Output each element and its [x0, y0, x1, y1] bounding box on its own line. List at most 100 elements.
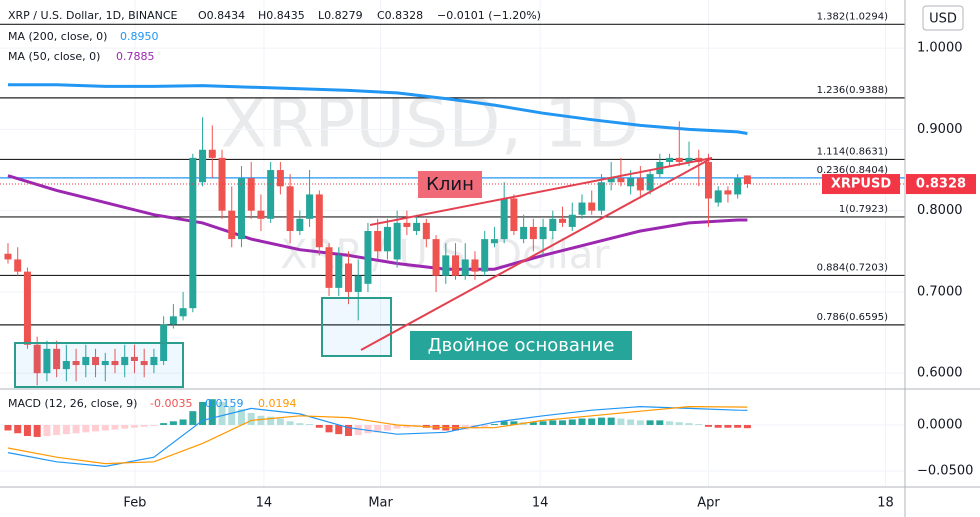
candle-body — [539, 226, 547, 240]
y-tick-label: 0.6000 — [917, 366, 963, 381]
candle-body — [627, 178, 635, 187]
currency[interactable]: USD — [929, 12, 957, 27]
histogram-bar — [578, 418, 586, 425]
y-tick-label: 0.8000 — [917, 203, 963, 218]
candle-body — [520, 226, 528, 240]
level-label: 1(0.7923) — [839, 204, 888, 215]
histogram-bar — [743, 424, 751, 429]
histogram-bar — [685, 423, 693, 425]
candle-body — [471, 259, 479, 272]
candle-body — [296, 218, 304, 231]
candle-body — [559, 218, 567, 223]
histogram-bar — [695, 424, 703, 425]
histogram-bar — [150, 424, 158, 426]
histogram-bar — [92, 424, 100, 432]
candle-body — [14, 259, 22, 272]
candle-body — [636, 178, 644, 191]
candle-body — [247, 178, 255, 211]
histogram-bar — [160, 423, 168, 425]
histogram-bar — [306, 424, 314, 425]
candle-body — [422, 222, 430, 240]
y-tick-label: 1.0000 — [917, 41, 963, 56]
y-tick-label: −0.0500 — [917, 463, 973, 478]
ohlc-label: −0.0101 (−1.20%) — [437, 9, 541, 22]
histogram-bar — [403, 424, 411, 428]
candle-body — [354, 275, 362, 292]
y-tick-label: 0.7000 — [917, 284, 963, 299]
candle-body — [130, 356, 138, 361]
histogram-bar — [43, 424, 51, 437]
candle-body — [325, 247, 333, 288]
histogram-bar — [169, 421, 177, 425]
candle-body — [646, 174, 654, 191]
macd-title: MACD (12, 26, close, 9) — [8, 397, 137, 410]
candle-body — [169, 316, 177, 325]
candle-body — [62, 360, 70, 370]
histogram-bar — [617, 418, 625, 425]
candle-body — [335, 255, 343, 288]
level-label: 1.236(0.9388) — [817, 85, 889, 96]
annotation-box — [410, 331, 632, 360]
candle-body — [704, 161, 712, 199]
histogram-bar — [568, 419, 576, 425]
candle-body — [607, 178, 615, 183]
histogram-bar — [228, 406, 236, 425]
legend-value: 0.0159 — [205, 397, 244, 410]
histogram-bar — [130, 424, 138, 428]
candle-body — [53, 348, 61, 370]
histogram-bar — [354, 424, 362, 436]
y-tick-label: 0.9000 — [917, 122, 963, 137]
legend-label: MA (200, close, 0) — [8, 30, 107, 43]
histogram-bar — [714, 424, 722, 428]
histogram-bar — [62, 424, 70, 435]
histogram-bar — [490, 424, 498, 425]
level-label: 0.236(0.8404) — [817, 165, 889, 176]
symbol-tag-label: XRPUSD — [831, 177, 891, 192]
histogram-bar — [296, 423, 304, 425]
histogram-bar — [559, 420, 567, 425]
candle-body — [432, 239, 440, 276]
histogram-bar — [529, 422, 537, 425]
candle-body — [500, 198, 508, 240]
range-box — [14, 342, 184, 388]
x-tick-label: Apr — [697, 496, 720, 511]
histogram-bar — [53, 424, 61, 436]
candle-body — [461, 259, 469, 276]
candle-body — [72, 360, 80, 366]
candle-body — [588, 202, 596, 211]
legend-value: 0.0194 — [258, 397, 297, 410]
candle-body — [92, 356, 100, 366]
y-tick-label: 0.0000 — [917, 417, 963, 432]
candle-body — [617, 178, 625, 183]
histogram-bar — [627, 419, 635, 425]
histogram-bar — [33, 424, 41, 437]
level-label: 1.114(0.8631) — [817, 146, 889, 157]
candle-body — [413, 222, 421, 231]
histogram-bar — [72, 424, 80, 434]
candle-body — [724, 190, 732, 195]
histogram-bar — [335, 424, 343, 435]
candle-body — [111, 360, 119, 366]
histogram-bar — [344, 424, 352, 437]
annotation: Двойное основание — [428, 335, 615, 356]
histogram-bar — [4, 424, 12, 431]
x-tick-label: 14 — [532, 496, 549, 511]
histogram-bar — [247, 413, 255, 425]
candle-body — [179, 308, 187, 317]
annotation-box — [418, 171, 482, 198]
wedge-line — [360, 157, 713, 351]
histogram-bar — [364, 424, 372, 434]
histogram-bar — [510, 421, 518, 425]
histogram-bar — [656, 420, 664, 425]
candle-body — [276, 170, 284, 187]
histogram-bar — [666, 421, 674, 425]
candle-body — [237, 178, 245, 240]
candle-body — [685, 157, 693, 162]
candle-body — [315, 194, 323, 248]
ohlc-label: L0.8279 — [318, 9, 363, 22]
histogram-bar — [588, 418, 596, 425]
candle-body — [364, 230, 372, 284]
x-tick-label: Mar — [368, 496, 393, 511]
currency-button[interactable] — [922, 5, 964, 31]
wedge-line — [369, 157, 713, 226]
